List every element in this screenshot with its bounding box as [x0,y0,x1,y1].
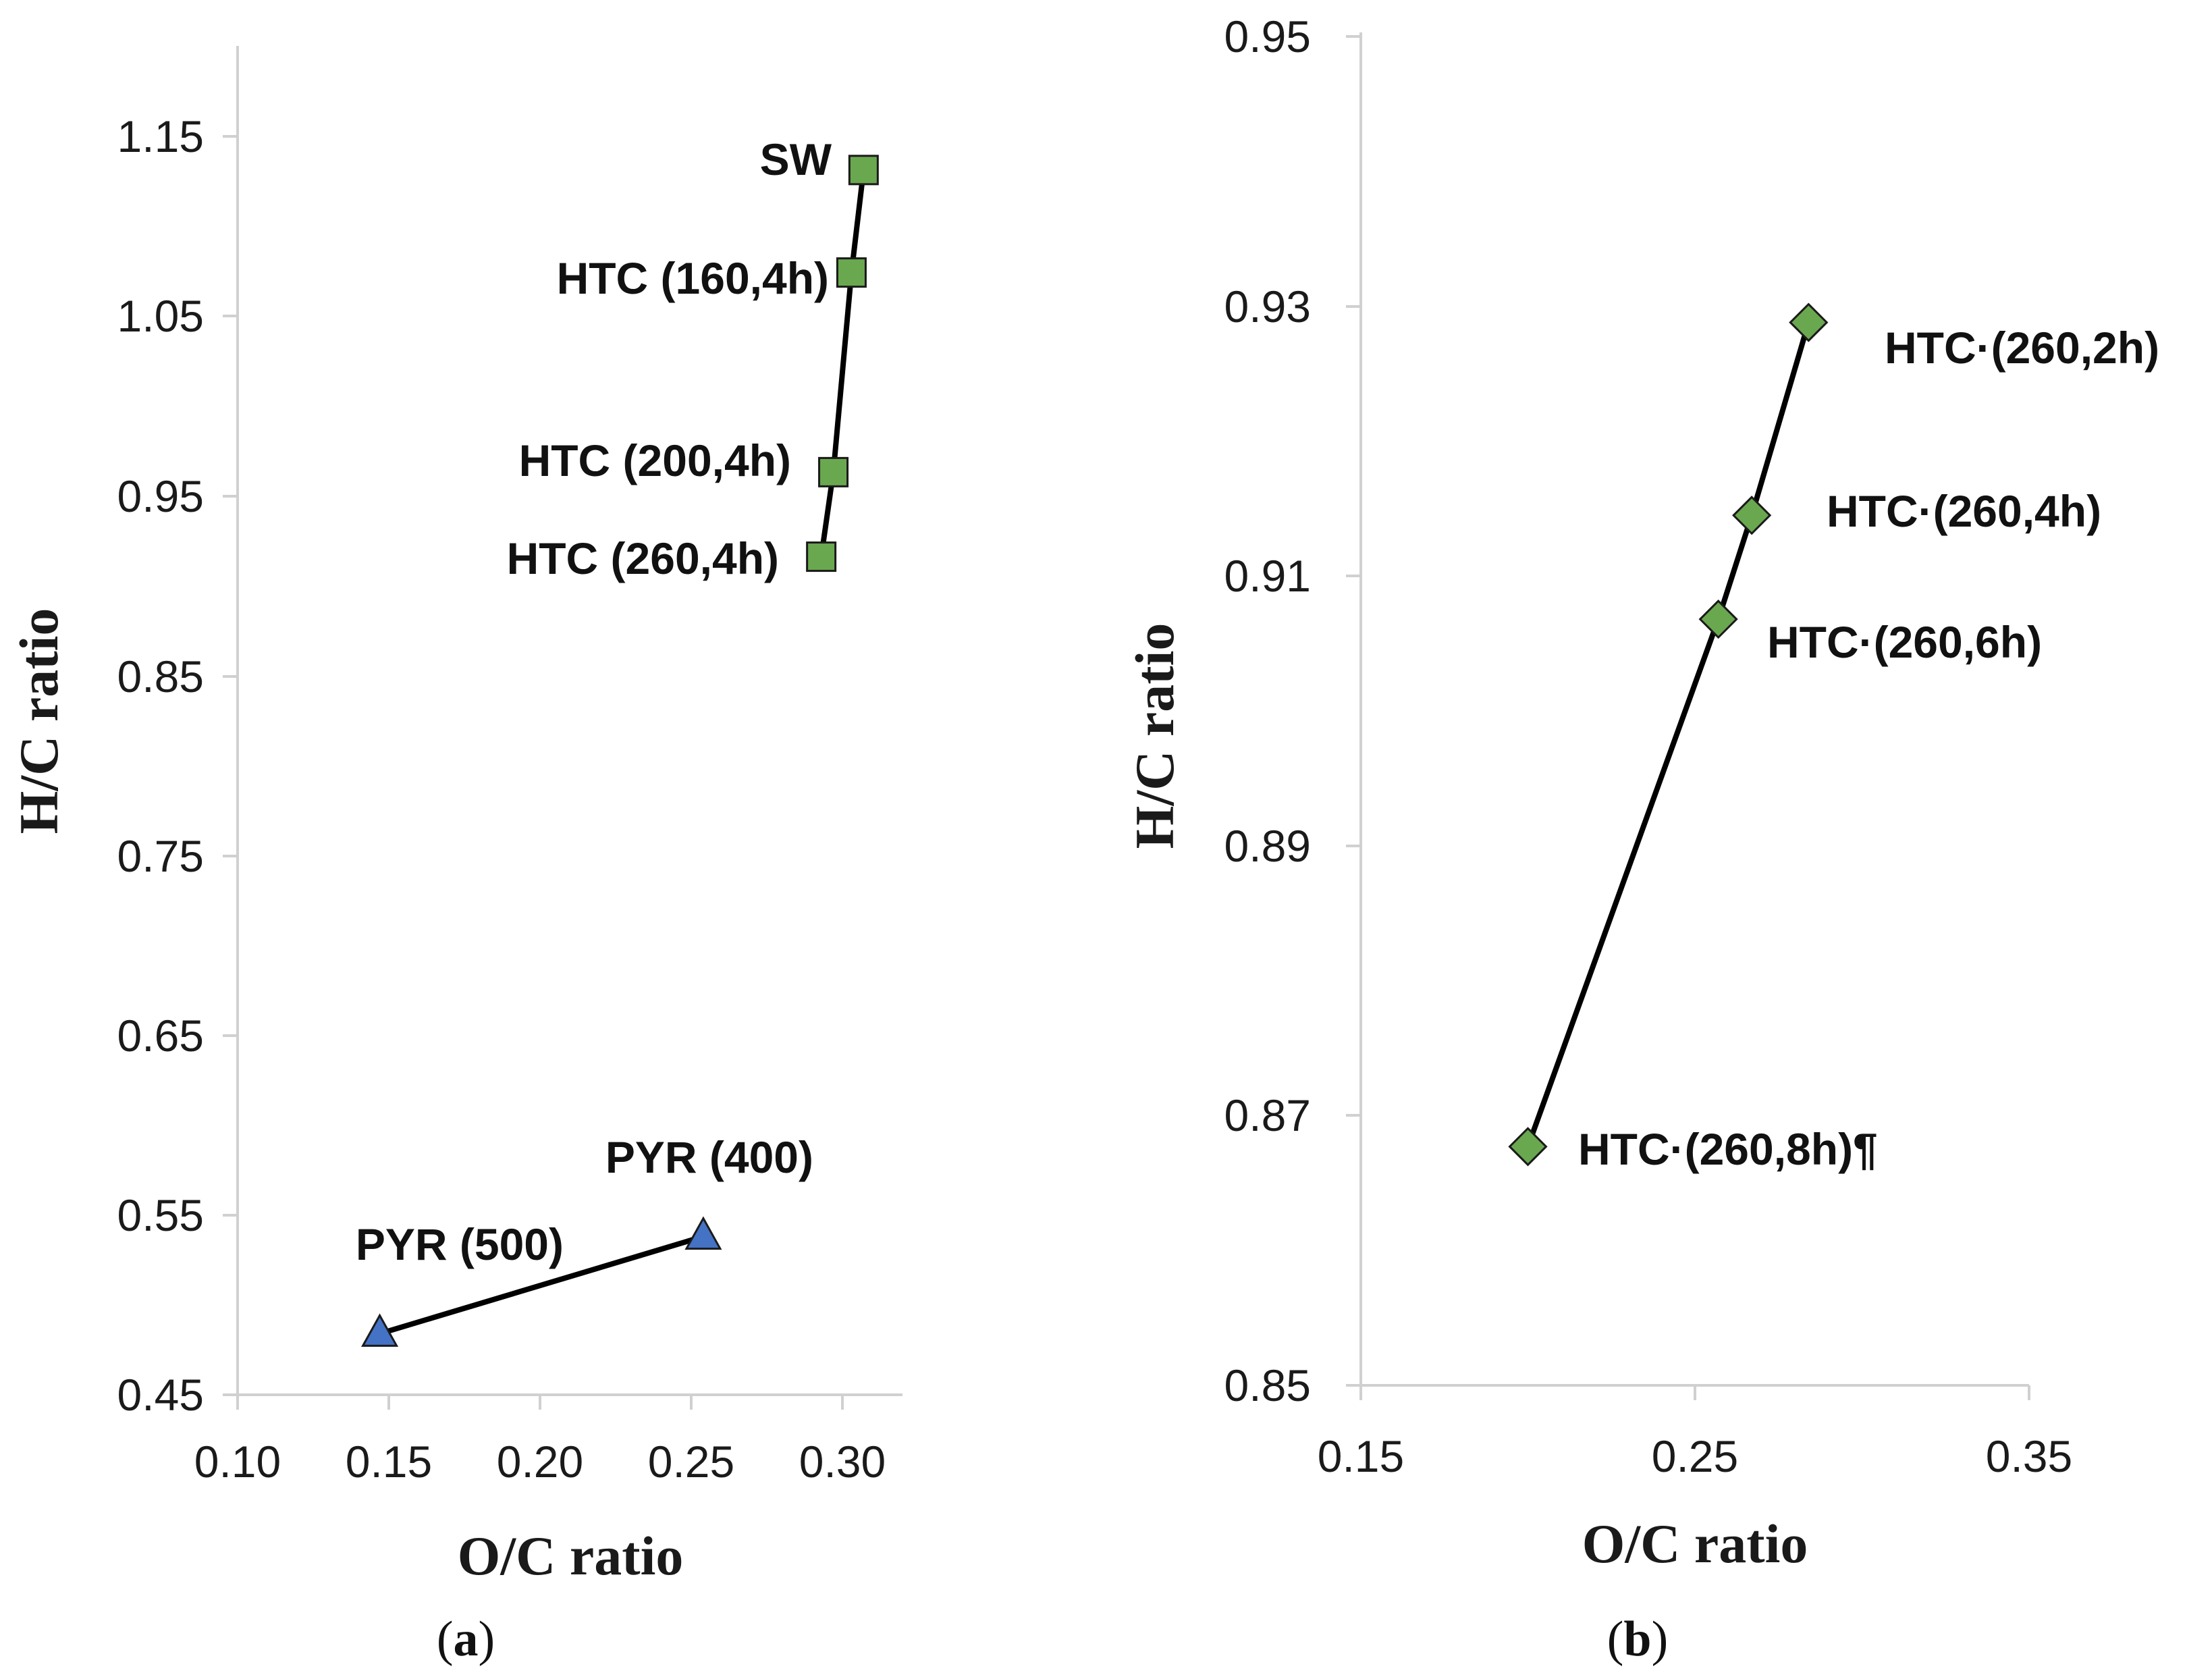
data-point-htc-200-4h [818,456,849,487]
point-label-htc-260-4h: HTC·(260,4h) [1827,486,2101,536]
y-tick: 0.75 [117,831,238,881]
x-tick-label: 0.25 [648,1437,734,1487]
x-tick-label: 0.20 [497,1437,583,1487]
x-tick-label: 0.15 [1318,1431,1404,1481]
series-markers [361,155,879,1347]
y-tick-label: 0.93 [1224,282,1311,331]
y-tick-label: 1.15 [117,111,204,161]
series-lines [379,169,867,1337]
y-tick-group: 0.85 0.87 0.89 0.91 0.93 0.95 [1224,11,1361,1410]
x-tick-label: 0.25 [1652,1431,1738,1481]
data-point-htc-260-2h [1789,302,1829,342]
y-axis-title: H/C ratio [8,608,70,834]
y-tick: 0.65 [117,1011,238,1061]
data-point-sw [848,155,879,186]
x-tick: 0.25 [1652,1385,1738,1481]
x-tick-label: 0.30 [799,1437,886,1487]
x-tick: 0.15 [1318,1385,1404,1481]
x-tick: 0.35 [1986,1385,2072,1481]
y-tick: 0.45 [117,1370,238,1420]
y-tick-label: 0.85 [1224,1360,1311,1410]
panel-label-b: (b) [1607,1612,1668,1667]
chart-panel-a: 0.45 0.55 0.65 0.75 0.85 0.95 1.05 1.15 … [8,46,902,1667]
x-axis-title: O/C ratio [458,1525,684,1587]
y-tick: 0.91 [1224,551,1361,601]
y-tick-label: 0.95 [1224,11,1311,61]
point-label-htc-260-6h: HTC·(260,6h) [1767,617,2042,667]
series-lines [1525,321,1812,1148]
panel-label-a: (a) [437,1612,495,1667]
y-tick-label: 0.65 [117,1011,204,1061]
point-label-pyr-400: PYR (400) [605,1132,813,1182]
y-tick-label: 0.87 [1224,1090,1311,1140]
data-point-pyr-400 [684,1216,722,1250]
x-axis-title: O/C ratio [1582,1513,1808,1574]
point-labels: HTC·(260,2h) HTC·(260,4h) HTC·(260,6h) H… [1578,323,2159,1174]
y-tick: 0.85 [117,651,238,701]
y-tick: 1.05 [117,291,238,341]
y-tick: 0.89 [1224,821,1361,871]
x-tick: 0.20 [497,1395,583,1487]
series-line-htc [818,169,867,558]
point-label-htc-260-8h: HTC·(260,8h)¶ [1578,1124,1878,1174]
y-tick: 0.55 [117,1190,238,1240]
x-tick-group: 0.15 0.25 0.35 [1318,1385,2072,1481]
y-tick: 0.95 [117,471,238,521]
y-tick-label: 0.89 [1224,821,1311,871]
y-tick: 1.15 [117,111,238,161]
y-axis-title: H/C ratio [1124,623,1185,849]
x-tick: 0.25 [648,1395,734,1487]
x-tick-group: 0.10 0.15 0.20 0.25 0.30 [194,1395,886,1487]
y-tick: 0.87 [1224,1090,1361,1140]
point-label-htc-160-4h: HTC (160,4h) [557,253,829,303]
data-point-htc-160-4h [836,257,867,288]
y-tick-label: 1.05 [117,291,204,341]
x-tick: 0.15 [346,1395,432,1487]
chart-panel-b: 0.85 0.87 0.89 0.91 0.93 0.95 0.15 0.25 … [1124,11,2159,1667]
point-label-pyr-500: PYR (500) [356,1219,564,1269]
y-tick-label: 0.75 [117,831,204,881]
x-tick-label: 0.15 [346,1437,432,1487]
x-tick-label: 0.10 [194,1437,281,1487]
data-point-pyr-500 [361,1313,399,1347]
y-tick-label: 0.45 [117,1370,204,1420]
point-label-htc-260-2h: HTC·(260,2h) [1885,323,2159,373]
x-tick-label: 0.35 [1986,1431,2072,1481]
series-line-pyr [379,1233,705,1337]
y-tick-label: 0.55 [117,1190,204,1240]
series-markers [1508,302,1829,1167]
y-tick-label: 0.91 [1224,551,1311,601]
x-tick: 0.10 [194,1395,281,1487]
y-tick-label: 0.95 [117,471,204,521]
data-point-htc-260-8h [1508,1127,1548,1167]
point-label-htc-200-4h: HTC (200,4h) [519,435,791,485]
point-label-sw: SW [760,134,832,184]
x-tick: 0.30 [799,1395,886,1487]
series-line-htc-260 [1525,321,1812,1148]
data-point-htc-260-4h [806,541,837,573]
y-tick: 0.93 [1224,282,1361,331]
y-tick-label: 0.85 [117,651,204,701]
data-point-htc-260-4h [1732,496,1772,535]
y-tick-group: 0.45 0.55 0.65 0.75 0.85 0.95 1.05 1.15 [117,111,238,1420]
y-tick: 0.95 [1224,11,1361,61]
point-label-htc-260-4h: HTC (260,4h) [507,533,779,583]
point-labels: SW HTC (160,4h) HTC (200,4h) HTC (260,4h… [356,134,832,1269]
y-tick: 0.85 [1224,1360,1361,1410]
data-point-htc-260-6h [1698,600,1738,639]
